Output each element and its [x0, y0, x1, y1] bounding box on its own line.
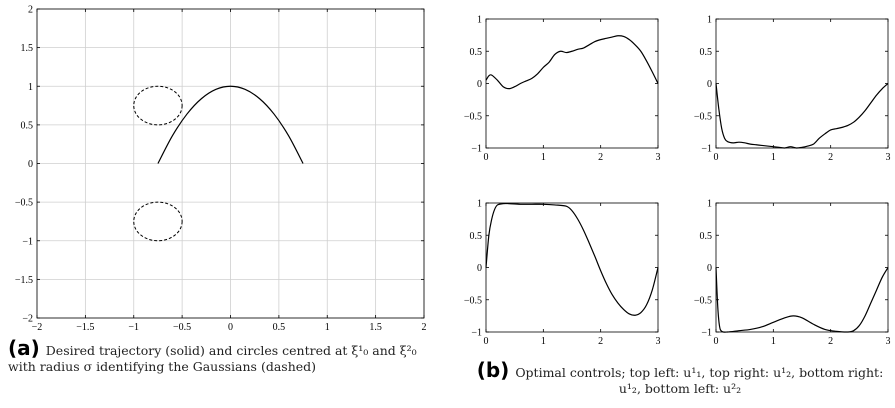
x-tick-label: −0.5	[173, 322, 191, 333]
x-tick-label: 3	[886, 152, 891, 163]
y-tick-label: −0.5	[464, 295, 482, 306]
x-tick-label: 0	[484, 152, 489, 163]
y-tick-label: 0	[28, 159, 33, 170]
y-tick-label: 0.5	[470, 231, 483, 242]
y-tick-label: 1	[477, 199, 482, 210]
chart-b-bottom-left: 0 1 2 3 −1 −0.5 0 0.5 1	[464, 199, 661, 348]
x-tick-label: 2	[598, 152, 603, 163]
chart-a: −2 −1.5 −1 −0.5 0 0.5 1 1.5 2 −2 −1.5 −1 −0.5 0 0.5 1 1.…	[15, 5, 427, 334]
caption-b-text: Optimal controls; top left: u¹₁, top rig…	[515, 365, 884, 396]
x-tick-label: −2	[32, 322, 43, 333]
x-tick-label: 1	[771, 336, 776, 347]
x-tick-label: 2	[828, 336, 833, 347]
series-line	[715, 267, 889, 333]
x-tick-label: 0	[484, 336, 489, 347]
y-tick-label: 1	[707, 199, 712, 210]
y-tick-label: 0.5	[700, 47, 713, 58]
y-tick-label: 0	[477, 263, 482, 274]
x-tick-label: −1	[128, 322, 139, 333]
caption-a-label: (a)	[8, 336, 40, 360]
caption-b: (b) Optimal controls; top left: u¹₁, top …	[470, 360, 890, 397]
x-tick-label: 1	[325, 322, 330, 333]
plot-frame	[485, 202, 659, 333]
x-tick-label: 2	[422, 322, 427, 333]
y-tick-label: 1	[477, 15, 482, 26]
x-tick-label: 3	[886, 336, 891, 347]
y-tick-label: −0.5	[15, 198, 33, 209]
plot-frame	[715, 18, 889, 149]
x-tick-label: 1	[541, 152, 546, 163]
caption-a: (a) Desired trajectory (solid) and circle…	[8, 338, 428, 375]
x-tick-label: 3	[656, 152, 661, 163]
y-tick-label: −0.5	[464, 111, 482, 122]
y-tick-label: −0.5	[694, 295, 712, 306]
y-tick-label: 0	[477, 79, 482, 90]
y-tick-label: 1	[707, 15, 712, 26]
series-line	[485, 202, 659, 316]
x-tick-label: 0	[228, 322, 233, 333]
y-tick-label: −1	[471, 144, 482, 155]
chart-b-bottom-right: 0 1 2 3 −1 −0.5 0 0.5 1	[694, 199, 891, 348]
y-tick-label: 2	[28, 5, 33, 16]
gaussian-circle	[133, 201, 183, 242]
x-tick-label: 2	[598, 336, 603, 347]
y-tick-label: 0.5	[700, 231, 713, 242]
y-tick-label: 0	[707, 79, 712, 90]
x-tick-label: 1	[771, 152, 776, 163]
x-tick-label: 1	[541, 336, 546, 347]
caption-a-text: Desired trajectory (solid) and circles c…	[8, 343, 417, 374]
series-line	[715, 83, 889, 149]
caption-b-label: (b)	[476, 358, 510, 382]
chart-b-top-left: 0 1 2 3 −1 −0.5 0 0.5 1	[464, 15, 661, 164]
x-tick-label: 0.5	[273, 322, 286, 333]
y-tick-label: −1	[22, 236, 33, 247]
chart-b-top-right: 0 1 2 3 −1 −0.5 0 0.5 1	[694, 15, 891, 164]
x-tick-label: 3	[656, 336, 661, 347]
y-tick-label: −1	[701, 144, 712, 155]
y-tick-label: 1.5	[21, 43, 34, 54]
plot-frame	[485, 18, 659, 149]
y-tick-label: 0.5	[470, 47, 483, 58]
y-tick-label: −1	[701, 328, 712, 339]
y-tick-label: 1	[28, 82, 33, 93]
x-tick-label: −1.5	[76, 322, 94, 333]
y-tick-label: −0.5	[694, 111, 712, 122]
series-line	[485, 35, 659, 90]
y-tick-label: −2	[22, 314, 33, 325]
plot-frame	[715, 202, 889, 333]
gaussian-circle	[133, 85, 183, 126]
x-tick-label: 0	[714, 152, 719, 163]
y-tick-label: 0.5	[21, 120, 34, 131]
y-tick-label: −1.5	[15, 275, 33, 286]
x-tick-label: 1.5	[369, 322, 382, 333]
y-tick-label: −1	[471, 328, 482, 339]
series-line	[157, 85, 304, 164]
y-tick-label: 0	[707, 263, 712, 274]
x-tick-label: 0	[714, 336, 719, 347]
x-tick-label: 2	[828, 152, 833, 163]
